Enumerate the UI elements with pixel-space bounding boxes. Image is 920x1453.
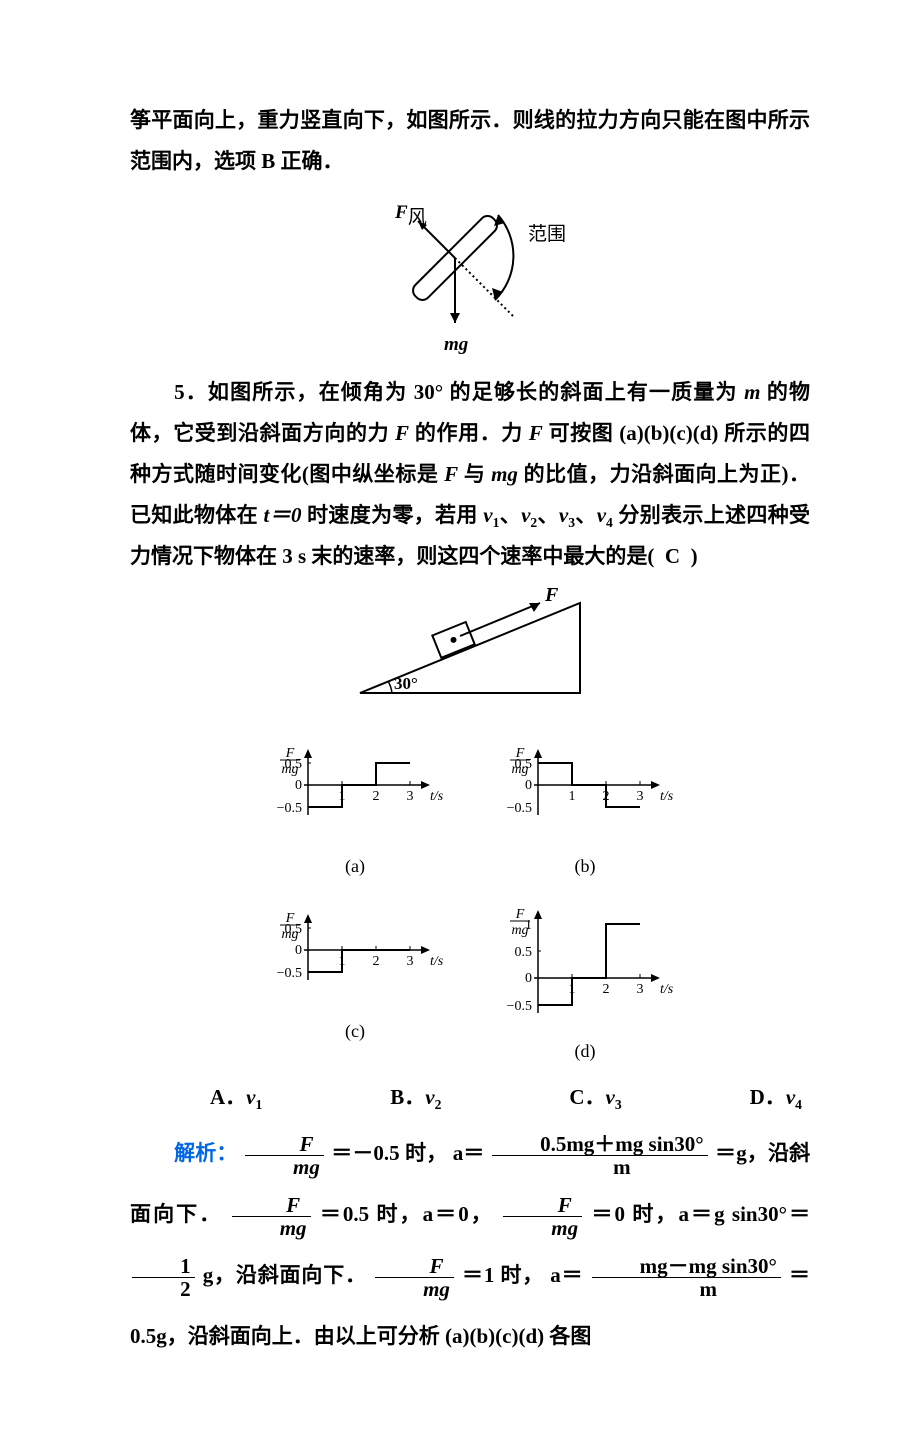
svg-text:0: 0 bbox=[295, 943, 302, 958]
opt-d: D．v4 bbox=[750, 1077, 802, 1119]
options: A．v1 B．v2 C．v3 D．v4 bbox=[130, 1077, 810, 1119]
fig-incline: F 30° bbox=[130, 583, 810, 717]
svg-text:1: 1 bbox=[525, 918, 532, 933]
graph-grid: F mg0.50−0.5123t/s(a) F mg0.50−0.5123t/s… bbox=[255, 727, 685, 1069]
graph-caption: (c) bbox=[255, 1014, 455, 1049]
fig1: F风 范围 mg bbox=[130, 188, 810, 362]
incline-F: F bbox=[544, 584, 559, 606]
svg-text:−0.5: −0.5 bbox=[277, 801, 302, 816]
p1: 筝平面向上，重力竖直向下，如图所示．则线的拉力方向只能在图中所示范围内，选项 B… bbox=[130, 100, 810, 182]
svg-text:−0.5: −0.5 bbox=[507, 801, 532, 816]
graph-b: F mg0.50−0.5123t/s(b) bbox=[485, 727, 685, 884]
svg-text:t/s: t/s bbox=[660, 789, 674, 804]
graph-caption: (d) bbox=[485, 1034, 685, 1069]
svg-text:3: 3 bbox=[637, 789, 644, 804]
analysis-label: 解析： bbox=[174, 1141, 237, 1165]
fig1-range-label: 范围 bbox=[528, 216, 566, 253]
svg-text:0.5: 0.5 bbox=[285, 922, 303, 937]
svg-text:0: 0 bbox=[525, 778, 532, 793]
svg-text:t/s: t/s bbox=[430, 789, 444, 804]
svg-text:2: 2 bbox=[603, 982, 610, 997]
svg-text:2: 2 bbox=[373, 789, 380, 804]
svg-text:2: 2 bbox=[373, 954, 380, 969]
svg-text:0.5: 0.5 bbox=[515, 757, 533, 772]
svg-text:t/s: t/s bbox=[660, 982, 674, 997]
svg-text:3: 3 bbox=[637, 982, 644, 997]
q5-text: 5．如图所示，在倾角为 30° 的足够长的斜面上有一质量为 m 的物体，它受到沿… bbox=[130, 372, 810, 578]
graph-c: F mg0.50−0.5123t/s(c) bbox=[255, 892, 455, 1069]
svg-text:1: 1 bbox=[569, 789, 576, 804]
fig1-fwind-label: F风 bbox=[395, 194, 427, 236]
opt-c: C．v3 bbox=[569, 1077, 621, 1119]
graph-a: F mg0.50−0.5123t/s(a) bbox=[255, 727, 455, 884]
svg-text:3: 3 bbox=[407, 954, 414, 969]
svg-text:t/s: t/s bbox=[430, 954, 444, 969]
svg-text:−0.5: −0.5 bbox=[507, 999, 532, 1014]
incline-svg: F 30° bbox=[340, 583, 600, 703]
fig1-mg-label: mg bbox=[444, 326, 468, 363]
svg-text:F: F bbox=[515, 907, 525, 922]
svg-text:0.5: 0.5 bbox=[515, 945, 533, 960]
svg-text:−0.5: −0.5 bbox=[277, 966, 302, 981]
page: 筝平面向上，重力竖直向下，如图所示．则线的拉力方向只能在图中所示范围内，选项 B… bbox=[0, 0, 920, 1453]
opt-b: B．v2 bbox=[390, 1077, 441, 1119]
fig1-svg bbox=[340, 188, 600, 348]
svg-text:0: 0 bbox=[525, 971, 532, 986]
svg-text:0.5: 0.5 bbox=[285, 757, 303, 772]
graph-d: F mg10.50−0.5123t/s(d) bbox=[485, 892, 685, 1069]
graph-caption: (a) bbox=[255, 849, 455, 884]
opt-a: A．v1 bbox=[210, 1077, 262, 1119]
incline-angle: 30° bbox=[394, 674, 418, 693]
analysis: 解析： Fmg ＝－0.5 时， a＝ 0.5mg＋mg sin30°m ＝g，… bbox=[130, 1123, 810, 1367]
graph-caption: (b) bbox=[485, 849, 685, 884]
svg-text:3: 3 bbox=[407, 789, 414, 804]
svg-text:0: 0 bbox=[295, 778, 302, 793]
